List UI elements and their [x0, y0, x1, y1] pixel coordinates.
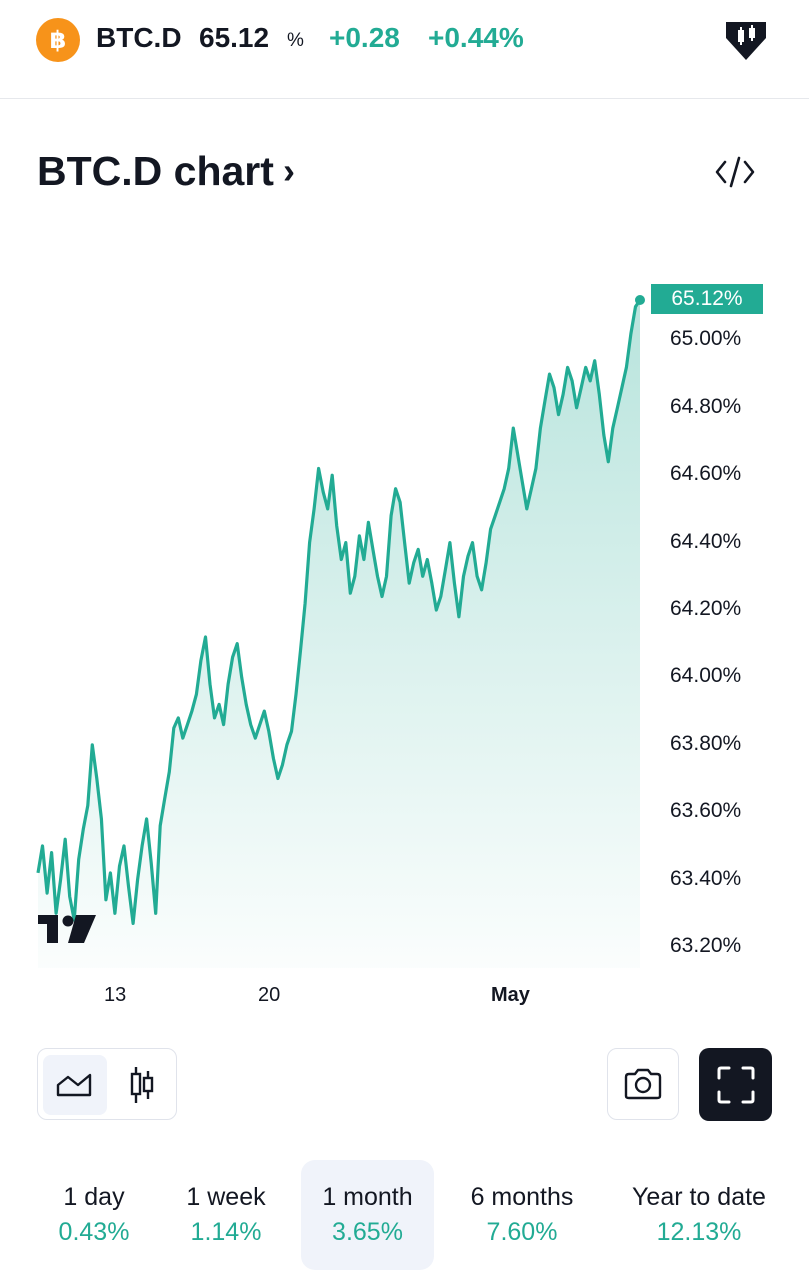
y-tick-label: 64.80%: [670, 394, 742, 418]
y-tick-label: 64.00%: [670, 664, 742, 688]
screenshot-button[interactable]: [607, 1048, 679, 1120]
period-tab-1-day[interactable]: 1 day 0.43%: [30, 1160, 158, 1270]
ticker-change-percent: +0.44%: [428, 22, 524, 53]
camera-icon: [624, 1068, 662, 1100]
y-tick-label: 63.60%: [670, 799, 742, 823]
chevron-right-icon[interactable]: ›: [283, 150, 295, 191]
period-label: 6 months: [470, 1183, 574, 1211]
fullscreen-button[interactable]: [699, 1048, 772, 1121]
period-label: Year to date: [632, 1183, 766, 1211]
ticker-price: 65.12: [199, 22, 270, 53]
chart-area-fill: [38, 300, 640, 968]
chart-line: [36, 299, 642, 925]
ticker-symbol[interactable]: BTC.D: [96, 22, 182, 53]
y-tick-label: 65.00%: [670, 327, 742, 351]
period-tab-6-months[interactable]: 6 months 7.60%: [452, 1160, 592, 1270]
candles-icon: [130, 1067, 154, 1103]
period-label: 1 week: [186, 1183, 266, 1211]
candles-style-button[interactable]: [110, 1055, 174, 1115]
x-tick-label: 13: [104, 984, 127, 1006]
period-change: 1.14%: [190, 1218, 262, 1246]
last-point-dot: [635, 295, 645, 305]
y-tick-label: 64.20%: [670, 597, 742, 621]
x-tick-label: 20: [258, 984, 281, 1006]
y-tick-label: 63.80%: [670, 731, 742, 755]
code-icon[interactable]: [715, 154, 755, 190]
y-tick-label: 64.60%: [670, 462, 742, 486]
price-chart[interactable]: [0, 220, 809, 1020]
period-change: 3.65%: [332, 1218, 403, 1246]
period-tab-1-month[interactable]: 1 month 3.65%: [301, 1160, 434, 1270]
ticker-change: +0.28: [329, 22, 400, 53]
fullscreen-icon: [717, 1066, 754, 1103]
period-tab-1-week[interactable]: 1 week 1.14%: [160, 1160, 292, 1270]
y-tick-label: 63.40%: [670, 866, 742, 890]
area-style-button[interactable]: [43, 1055, 107, 1115]
y-tick-label: 63.20%: [670, 934, 742, 957]
period-change: 0.43%: [58, 1218, 130, 1246]
period-tab-year-to-date[interactable]: Year to date 12.13%: [616, 1160, 782, 1270]
y-tick-label: 64.40%: [670, 529, 742, 553]
x-tick-label: May: [491, 984, 530, 1006]
period-change: 12.13%: [656, 1218, 742, 1246]
ticker-header: ฿ BTC.D 65.12 % +0.28 +0.44%: [0, 0, 809, 99]
candlestick-badge-icon[interactable]: [722, 18, 770, 64]
period-label: 1 month: [322, 1183, 413, 1211]
ticker-unit: %: [287, 30, 304, 51]
tradingview-logo-icon: [38, 915, 96, 943]
chart-title[interactable]: BTC.D chart: [37, 148, 274, 194]
chart-style-toggle: [37, 1048, 177, 1120]
area-chart-icon: [56, 1073, 92, 1097]
last-value-label: 65.12%: [651, 284, 763, 314]
period-change: 7.60%: [486, 1218, 558, 1246]
period-label: 1 day: [63, 1183, 125, 1211]
bitcoin-icon: ฿: [36, 18, 80, 62]
